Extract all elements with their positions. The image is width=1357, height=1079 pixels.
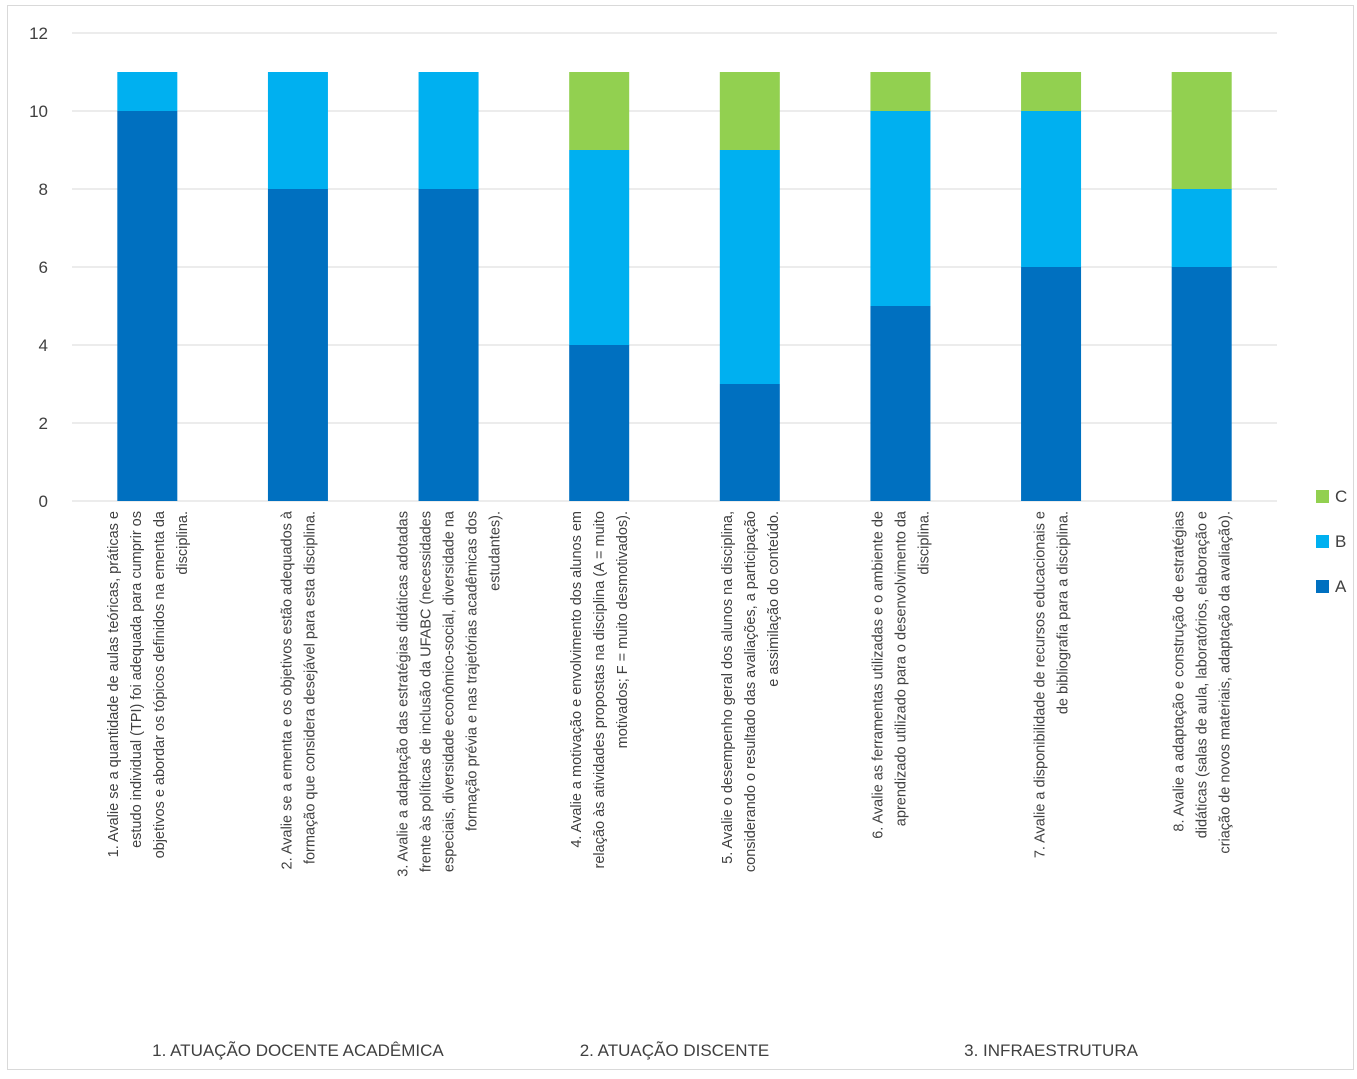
y-tick-label: 4 bbox=[39, 336, 48, 355]
category-label-line: didáticas (salas de aula, laboratórios, … bbox=[1195, 511, 1211, 838]
category-label: 7. Avalie a disponibilidade de recursos … bbox=[1033, 511, 1072, 858]
legend: C B A bbox=[1316, 487, 1347, 596]
legend-swatch-b bbox=[1316, 535, 1329, 548]
y-axis-ticks: 0 2 4 6 8 10 12 bbox=[29, 24, 48, 511]
group-label: 1. ATUAÇÃO DOCENTE ACADÊMICA bbox=[152, 1041, 444, 1060]
category-label: 4. Avalie a motivação e envolvimento dos… bbox=[569, 511, 631, 868]
bar-segment-a bbox=[267, 189, 328, 501]
category-label-line: criação de novos materiais, adaptação da… bbox=[1218, 511, 1234, 854]
category-label-line: objetivos e abordar os tópicos definidos… bbox=[152, 510, 168, 858]
category-label-line: relação às atividades propostas na disci… bbox=[592, 511, 608, 868]
legend-label-c: C bbox=[1335, 487, 1347, 506]
bar-segment-b bbox=[719, 150, 780, 384]
category-label-line: 5. Avalie o desempenho geral dos alunos … bbox=[720, 511, 736, 864]
bar-segment-b bbox=[1171, 189, 1232, 267]
category-label: 2. Avalie se a ementa e os objetivos est… bbox=[279, 510, 318, 869]
y-tick-label: 2 bbox=[39, 414, 48, 433]
category-label-line: especiais, diversidade econômico-social,… bbox=[442, 510, 458, 872]
category-label-line: 3. Avalie a adaptação das estratégias di… bbox=[396, 511, 412, 877]
bar-segment-c bbox=[569, 72, 630, 150]
bar-segment-c bbox=[719, 72, 780, 150]
bar-segment-a bbox=[719, 384, 780, 501]
bar-segment-a bbox=[418, 189, 479, 501]
bar-segment-a bbox=[117, 111, 178, 501]
bar-segment-c bbox=[1171, 72, 1232, 189]
y-tick-label: 0 bbox=[39, 492, 48, 511]
y-tick-label: 10 bbox=[29, 102, 48, 121]
group-label: 2. ATUAÇÃO DISCENTE bbox=[580, 1041, 770, 1060]
legend-swatch-c bbox=[1316, 490, 1329, 503]
y-tick-label: 8 bbox=[39, 180, 48, 199]
category-label: 1. Avalie se a quantidade de aulas teóri… bbox=[106, 510, 191, 858]
legend-swatch-a bbox=[1316, 580, 1329, 593]
category-label-line: aprendizado utilizado para o desenvolvim… bbox=[893, 510, 909, 826]
bar-segment-b bbox=[1021, 111, 1082, 267]
category-label-line: 4. Avalie a motivação e envolvimento dos… bbox=[569, 511, 585, 848]
category-label-line: formação prévia e nas trajetórias acadêm… bbox=[465, 511, 481, 831]
bar-segment-a bbox=[870, 306, 931, 501]
category-label: 3. Avalie a adaptação das estratégias di… bbox=[396, 510, 504, 877]
bar-segment-b bbox=[267, 72, 328, 189]
category-label-line: disciplina. bbox=[916, 511, 932, 575]
bar-segment-a bbox=[1171, 267, 1232, 501]
category-label-line: frente às políticas de inclusão da UFABC… bbox=[419, 511, 435, 872]
category-label-line: e assimilação do conteúdo. bbox=[766, 511, 782, 687]
y-tick-label: 12 bbox=[29, 24, 48, 43]
bar-segment-b bbox=[117, 72, 178, 111]
category-label-line: motivados; F = muito desmotivados). bbox=[615, 511, 631, 748]
category-label-line: 6. Avalie as ferramentas utilizadas e o … bbox=[870, 511, 886, 839]
bar-segment-a bbox=[1021, 267, 1082, 501]
gridlines bbox=[72, 32, 1277, 502]
bar-segment-a bbox=[569, 345, 630, 501]
bar-segment-c bbox=[1021, 72, 1082, 111]
category-label-line: estudantes). bbox=[488, 511, 504, 591]
category-label-line: 1. Avalie se a quantidade de aulas teóri… bbox=[106, 511, 122, 857]
chart-frame bbox=[7, 5, 1354, 1070]
bar-segment-c bbox=[870, 72, 931, 111]
y-tick-label: 6 bbox=[39, 258, 48, 277]
category-label: 5. Avalie o desempenho geral dos alunos … bbox=[720, 511, 782, 872]
category-label: 6. Avalie as ferramentas utilizadas e o … bbox=[870, 510, 932, 839]
bars bbox=[117, 72, 1232, 501]
group-labels: 1. ATUAÇÃO DOCENTE ACADÊMICA 2. ATUAÇÃO D… bbox=[152, 1041, 1138, 1060]
legend-label-a: A bbox=[1335, 577, 1347, 596]
category-label-line: 7. Avalie a disponibilidade de recursos … bbox=[1033, 511, 1049, 858]
category-label: 8. Avalie a adaptação e construção de es… bbox=[1172, 511, 1234, 854]
group-label: 3. INFRAESTRUTURA bbox=[964, 1041, 1138, 1060]
category-label-line: considerando o resultado das avaliações,… bbox=[743, 511, 759, 872]
category-label-line: formação que considera desejável para es… bbox=[302, 511, 318, 864]
bar-segment-b bbox=[418, 72, 479, 189]
category-label-line: disciplina. bbox=[175, 511, 191, 575]
category-label-line: 2. Avalie se a ementa e os objetivos est… bbox=[279, 510, 295, 869]
legend-label-b: B bbox=[1335, 532, 1346, 551]
bar-segment-b bbox=[870, 111, 931, 306]
category-label-line: 8. Avalie a adaptação e construção de es… bbox=[1172, 511, 1188, 832]
category-labels: 1. Avalie se a quantidade de aulas teóri… bbox=[106, 510, 1234, 877]
bar-segment-b bbox=[569, 150, 630, 345]
category-label-line: de bibliografia para a disciplina. bbox=[1056, 511, 1072, 714]
category-label-line: estudo individual (TPI) foi adequada par… bbox=[129, 511, 145, 848]
